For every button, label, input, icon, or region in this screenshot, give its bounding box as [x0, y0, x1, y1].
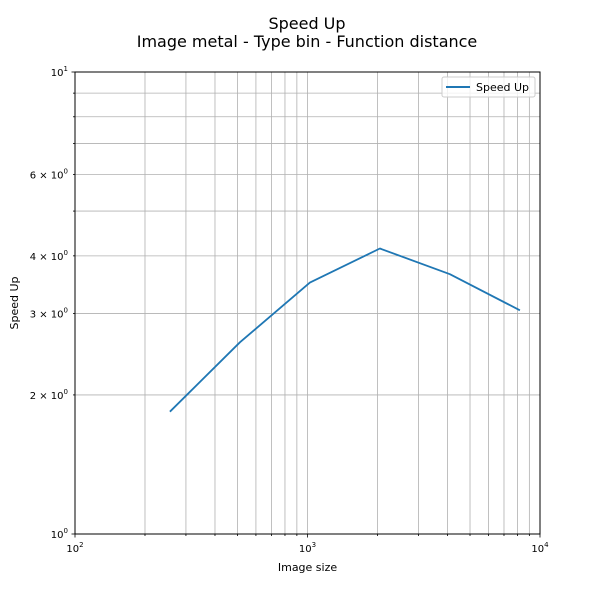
y-tick-label: 100: [51, 527, 68, 541]
grid-layer: [74, 71, 540, 535]
y-tick-label: 101: [51, 65, 68, 79]
x-axis-label: Image size: [278, 561, 338, 574]
tick-layer: 102 103 104 100 101 2 × 100 3 × 100 4 × 100 6 × …: [30, 65, 549, 555]
legend: Speed Up: [441, 76, 536, 98]
y-tick-label: 3 × 100: [30, 307, 68, 321]
legend-box: [441, 76, 536, 98]
x-tick-label: 102: [66, 541, 83, 555]
y-tick-label: 2 × 100: [30, 388, 68, 402]
chart-subtitle: Image metal - Type bin - Function distan…: [136, 32, 478, 51]
y-axis-label: Speed Up: [8, 276, 21, 329]
chart-title: Speed Up: [268, 14, 346, 33]
line-layer: [169, 247, 521, 413]
x-tick-label: 103: [299, 541, 316, 555]
legend-label: Speed Up: [476, 81, 529, 94]
series-line-0: [169, 247, 521, 413]
y-tick-label: 6 × 100: [30, 167, 68, 181]
x-tick-label: 104: [531, 541, 549, 555]
y-tick-label: 4 × 100: [30, 249, 68, 263]
